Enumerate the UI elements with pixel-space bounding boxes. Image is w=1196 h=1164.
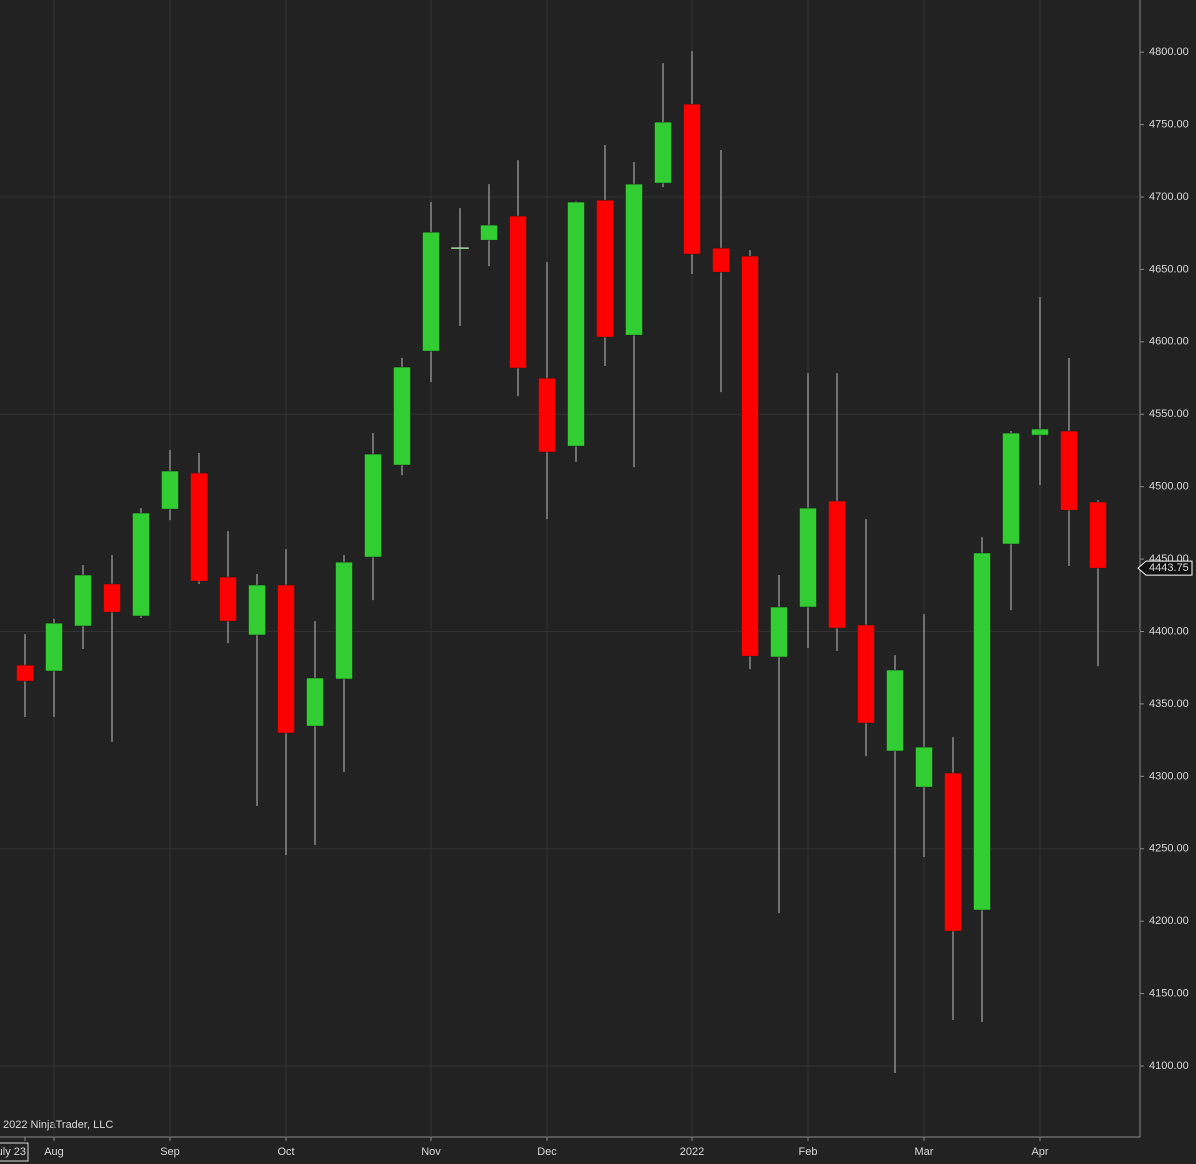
candle-body (683, 103, 701, 255)
candle-body (712, 247, 730, 273)
candle-body (190, 472, 208, 582)
y-tick-label: 4300.00 (1149, 770, 1189, 782)
y-tick-label: 4250.00 (1149, 843, 1189, 855)
candle-body (799, 507, 817, 608)
candle-body (857, 624, 875, 724)
y-tick-label: 4750.00 (1149, 118, 1189, 130)
candle-body (1060, 430, 1078, 511)
candle-body (567, 201, 585, 447)
candle-body (364, 453, 382, 558)
candle-body (741, 255, 759, 657)
y-tick-label: 4500.00 (1149, 481, 1189, 493)
x-tick-label: 2022 (680, 1146, 704, 1158)
x-tick-label: Nov (421, 1146, 441, 1158)
candle-body (451, 247, 469, 249)
candle-body (654, 121, 672, 184)
candle-body (306, 677, 324, 727)
candle-body (770, 606, 788, 658)
candle-body (74, 574, 92, 627)
x-tick-label: Mar (915, 1146, 934, 1158)
y-tick-label: 4100.00 (1149, 1060, 1189, 1072)
candle-body (393, 366, 411, 466)
y-tick-label: 4550.00 (1149, 408, 1189, 420)
candle-body (625, 183, 643, 336)
candle-body (277, 584, 295, 734)
candle-body (335, 561, 353, 680)
candle-body (103, 583, 121, 613)
candle-body (248, 584, 266, 636)
x-tick-label: Oct (277, 1146, 294, 1158)
y-tick-label: 4150.00 (1149, 988, 1189, 1000)
candle-body (161, 470, 179, 510)
candle-body (1089, 501, 1107, 569)
x-tick-label: Feb (799, 1146, 818, 1158)
copyright: 2022 NinjaTrader, LLC (3, 1119, 113, 1131)
x-tick-label: Aug (44, 1146, 64, 1158)
y-tick-label: 4600.00 (1149, 336, 1189, 348)
x-tick-label: Apr (1031, 1146, 1048, 1158)
candle-body (973, 552, 991, 911)
y-tick-label: 4400.00 (1149, 625, 1189, 637)
date-marker (0, 1142, 29, 1162)
candle-body (944, 772, 962, 932)
candle-body (828, 500, 846, 629)
last-price-marker (1137, 560, 1193, 576)
y-tick-label: 4700.00 (1149, 191, 1189, 203)
y-tick-label: 4350.00 (1149, 698, 1189, 710)
candle-body (886, 669, 904, 752)
x-tick-label: Sep (160, 1146, 180, 1158)
candle-body (538, 377, 556, 453)
candle-body (915, 746, 933, 788)
candle-body (509, 215, 527, 369)
candle-body (16, 664, 34, 682)
candle-body (219, 576, 237, 622)
candle-body (45, 622, 63, 672)
x-tick-label: July 23 (0, 1146, 26, 1158)
candle-body (1031, 428, 1049, 436)
y-tick-label: 4650.00 (1149, 263, 1189, 275)
x-tick-label: Dec (537, 1146, 557, 1158)
y-tick-label: 4800.00 (1149, 46, 1189, 58)
candle-body (422, 231, 440, 352)
candle-body (596, 199, 614, 338)
candle-body (480, 224, 498, 241)
last-price-label: 4443.75 (1149, 562, 1189, 574)
y-tick-label: 4200.00 (1149, 915, 1189, 927)
candle-body (132, 512, 150, 617)
candle-body (1002, 432, 1020, 545)
